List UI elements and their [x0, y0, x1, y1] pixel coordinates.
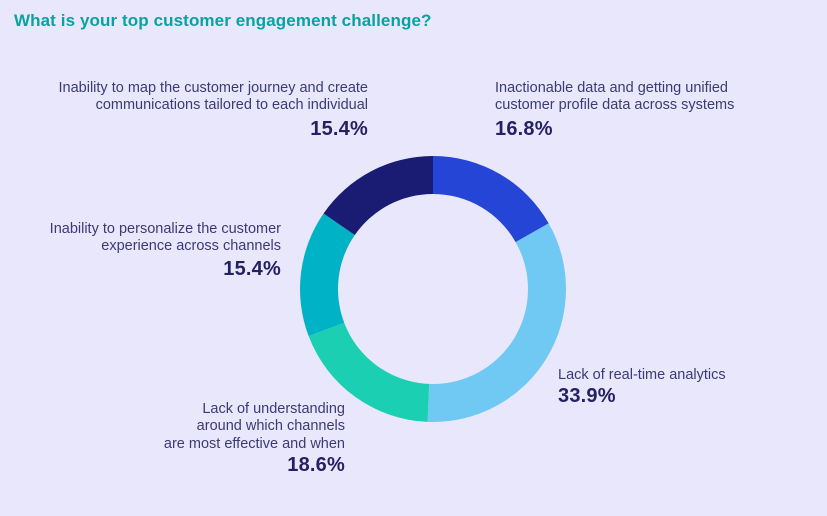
donut-segment-2	[308, 322, 430, 422]
label-personalize-experience: Inability to personalize the customer ex…	[49, 221, 281, 255]
donut-segment-0	[433, 156, 549, 243]
label-realtime-analytics: Lack of real-time analytics	[558, 367, 726, 383]
value-personalize-experience: 15.4%	[223, 258, 281, 280]
donut-chart-svg	[299, 156, 567, 423]
chart-title: What is your top customer engagement cha…	[14, 11, 432, 30]
donut-segment-3	[299, 213, 355, 337]
donut-segment-1	[427, 223, 567, 423]
label-map-customer-journey: Inability to map the customer journey an…	[58, 80, 369, 114]
donut-segment-4	[323, 156, 433, 236]
value-realtime-analytics: 33.9%	[558, 385, 616, 407]
label-channel-understanding: Lack of understanding around which chann…	[163, 401, 345, 452]
donut-chart	[297, 153, 569, 425]
value-channel-understanding: 18.6%	[287, 454, 345, 476]
label-inactionable-data: Inactionable data and getting unified cu…	[495, 80, 735, 114]
value-map-customer-journey: 15.4%	[310, 118, 368, 140]
value-inactionable-data: 16.8%	[495, 118, 553, 140]
